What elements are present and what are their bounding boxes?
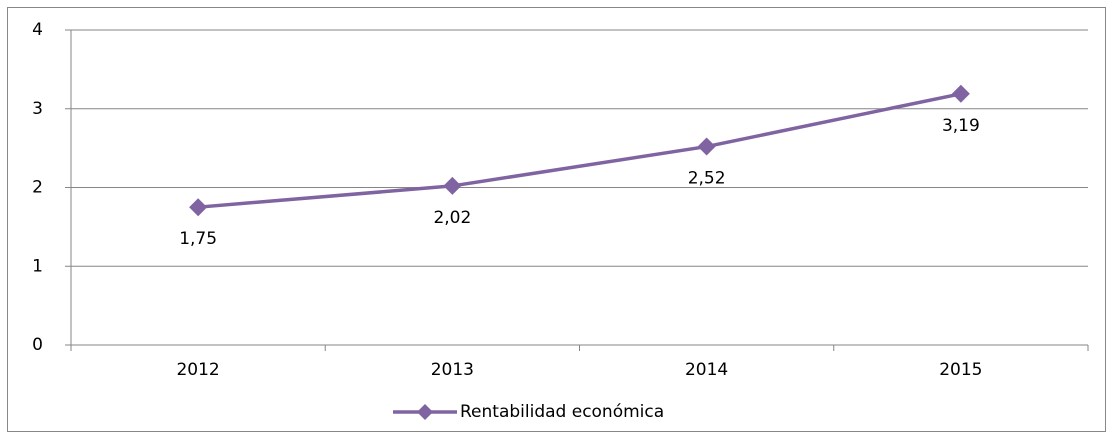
y-tick-label: 3 (32, 99, 43, 119)
data-point (189, 198, 208, 217)
x-tick-label: 2015 (939, 360, 982, 380)
y-tick-label: 4 (32, 20, 43, 40)
series-line (197, 92, 962, 209)
x-tick-label: 2014 (685, 360, 728, 380)
legend-marker (417, 404, 433, 420)
y-tick-label: 0 (32, 335, 43, 355)
data-label: 3,19 (942, 116, 980, 136)
legend-label: Rentabilidad económica (460, 402, 664, 422)
data-label: 2,02 (433, 208, 471, 228)
data-point (443, 176, 462, 195)
data-point (951, 84, 970, 103)
chart-border (7, 7, 1106, 432)
y-tick-label: 1 (32, 256, 43, 276)
y-tick-label: 2 (32, 178, 43, 198)
data-label: 1,75 (179, 229, 217, 249)
data-label: 2,52 (688, 169, 726, 189)
x-tick-label: 2012 (176, 360, 219, 380)
data-point (697, 137, 716, 156)
x-tick-label: 2013 (431, 360, 474, 380)
